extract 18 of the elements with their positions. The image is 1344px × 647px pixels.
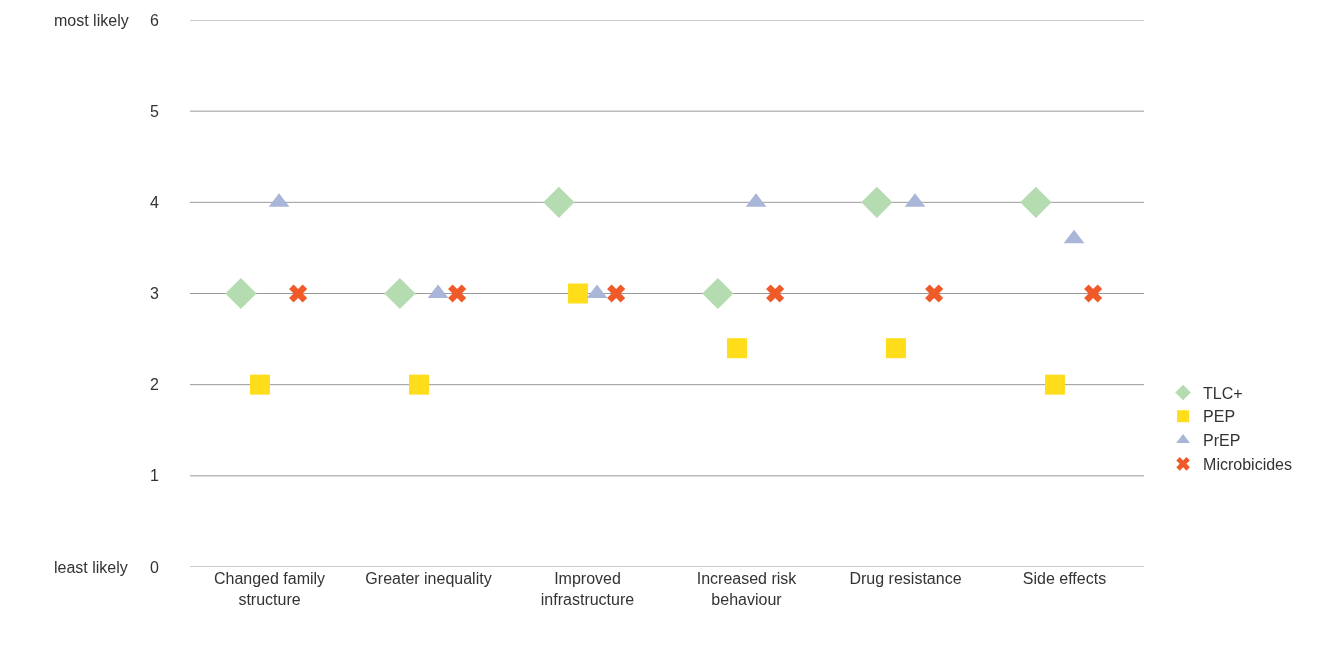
x-tick-label: Increased risk behaviour xyxy=(696,570,798,608)
y-tick-label: 6 xyxy=(150,11,160,29)
x-tick-label: Greater inequality xyxy=(365,570,492,587)
y-tick-label: 1 xyxy=(150,467,160,485)
x-tick-label: Side effects xyxy=(1022,570,1107,587)
y-tick-label: 3 xyxy=(150,285,160,303)
y-tick-label: 0 xyxy=(150,558,160,576)
text: least likely xyxy=(54,559,128,576)
y-tick-label: 5 xyxy=(150,102,160,120)
x-tick-label: Drug resistance xyxy=(849,570,962,587)
legend-label: TLC+ xyxy=(1203,384,1243,402)
x-tick-label: Improved infrastructure xyxy=(540,570,635,608)
text: most likely xyxy=(54,12,129,29)
legend-label: Microbicides xyxy=(1203,456,1292,474)
y-tick-label: 4 xyxy=(150,193,160,211)
legend-label: PrEP xyxy=(1203,432,1241,450)
x-tick-label: Changed family structure xyxy=(213,570,326,608)
y-tick-label: 2 xyxy=(150,376,160,394)
